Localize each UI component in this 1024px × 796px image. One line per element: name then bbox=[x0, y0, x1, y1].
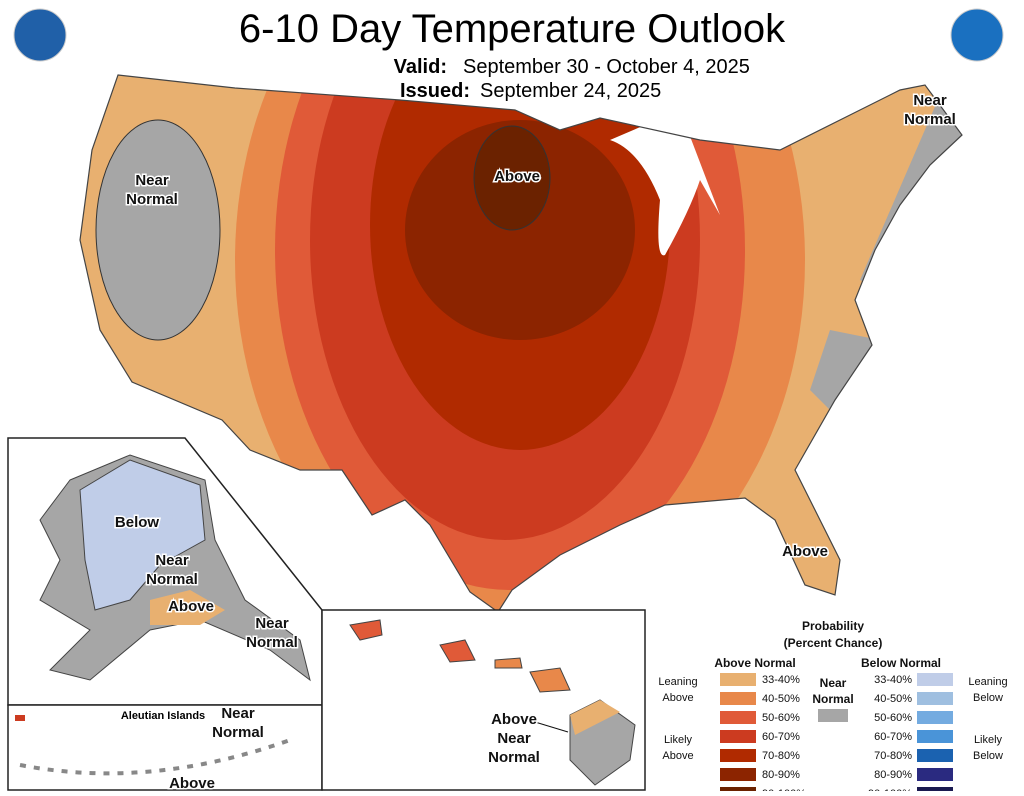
legend-swatch bbox=[917, 673, 953, 686]
region-label: Below bbox=[115, 514, 160, 531]
region-label: Near Normal bbox=[246, 615, 298, 651]
legend-heading-line: Near bbox=[820, 676, 847, 690]
legend-group-line: Below bbox=[973, 750, 1003, 762]
area-80-90 bbox=[405, 120, 635, 340]
legend-swatch bbox=[720, 749, 756, 762]
region-label-line: Near bbox=[497, 730, 531, 747]
noaa-logo bbox=[950, 8, 1004, 62]
region-label-line: Above bbox=[782, 543, 828, 560]
legend-heading: Near Normal bbox=[812, 676, 853, 706]
legend-label: 50-60% bbox=[762, 712, 800, 724]
great-lakes bbox=[610, 110, 720, 256]
region-label: Above bbox=[169, 775, 215, 791]
legend-swatch bbox=[818, 709, 848, 722]
region-label-line: Normal bbox=[904, 111, 956, 128]
legend-title-line: (Percent Chance) bbox=[784, 636, 883, 650]
legend-label: 70-80% bbox=[874, 750, 912, 762]
legend-group-line: Likely bbox=[974, 734, 1003, 746]
region-label-line: Near bbox=[913, 92, 947, 109]
legend-label: 80-90% bbox=[762, 769, 800, 781]
region-label-line: Near bbox=[135, 172, 169, 189]
region-label: Near Normal bbox=[904, 92, 956, 128]
region-label: Above bbox=[494, 168, 540, 185]
region-label-line: Above bbox=[169, 775, 215, 791]
region-label-line: Above bbox=[491, 711, 537, 728]
region-label-line: Normal bbox=[212, 724, 264, 741]
legend-label: 80-90% bbox=[874, 769, 912, 781]
hawaii-inset bbox=[321, 609, 646, 791]
region-label-line: Near bbox=[221, 705, 255, 722]
legend-label: 33-40% bbox=[874, 674, 912, 686]
legend-swatch bbox=[720, 711, 756, 724]
title: 6-10 Day Temperature Outlook bbox=[239, 7, 786, 51]
legend-heading-line: Normal bbox=[812, 692, 853, 706]
legend-label: 70-80% bbox=[762, 750, 800, 762]
legend-swatch bbox=[917, 692, 953, 705]
region-label: Above bbox=[491, 711, 537, 728]
near-normal-carolina bbox=[810, 330, 880, 420]
legend-group: Leaning Below bbox=[968, 676, 1007, 704]
legend-heading: Above Normal bbox=[714, 656, 795, 670]
legend-label: 33-40% bbox=[762, 674, 800, 686]
region-label-line: Normal bbox=[488, 749, 540, 766]
us-outline bbox=[79, 74, 963, 613]
legend-label: 40-50% bbox=[762, 693, 800, 705]
legend-group-line: Likely bbox=[664, 734, 693, 746]
legend-title-line: Probability bbox=[802, 619, 864, 633]
legend-swatch bbox=[720, 730, 756, 743]
region-label-line: Normal bbox=[126, 191, 178, 208]
legend-group-line: Below bbox=[973, 692, 1003, 704]
region-label: Above bbox=[782, 543, 828, 560]
legend-swatch bbox=[720, 787, 756, 796]
legend-group: Likely Below bbox=[973, 734, 1003, 762]
region-label: Near Normal bbox=[212, 705, 264, 741]
region-label-line: Normal bbox=[246, 634, 298, 651]
valid-label: Valid: bbox=[394, 56, 447, 78]
legend-swatch bbox=[917, 730, 953, 743]
legend-group-line: Leaning bbox=[658, 676, 697, 688]
legend-heading: Below Normal bbox=[861, 656, 941, 670]
valid-dates: September 30 - October 4, 2025 bbox=[463, 56, 750, 78]
region-label-line: Near bbox=[155, 552, 189, 569]
legend-swatch bbox=[720, 692, 756, 705]
legend-group-line: Above bbox=[662, 750, 693, 762]
region-label: Near Normal bbox=[126, 172, 178, 208]
region-label-line: Near bbox=[255, 615, 289, 632]
region-label: Above bbox=[168, 598, 214, 615]
legend-group: Likely Above bbox=[662, 734, 693, 762]
doc-logo bbox=[13, 8, 67, 62]
legend-swatch bbox=[917, 768, 953, 781]
legend-group-line: Leaning bbox=[968, 676, 1007, 688]
area-90-100 bbox=[473, 125, 551, 231]
aleutian-inset bbox=[7, 704, 323, 791]
legend-label: 40-50% bbox=[874, 693, 912, 705]
region-label: Near Normal bbox=[488, 730, 540, 766]
legend-swatch bbox=[917, 787, 953, 796]
issued-label: Issued: bbox=[400, 80, 470, 102]
legend-swatch bbox=[720, 673, 756, 686]
legend-group-line: Above bbox=[662, 692, 693, 704]
region-label-line: Below bbox=[115, 514, 160, 531]
region-label-line: Normal bbox=[146, 571, 198, 588]
legend-swatch bbox=[917, 749, 953, 762]
legend-label: 60-70% bbox=[874, 731, 912, 743]
legend-title: Probability (Percent Chance) bbox=[784, 619, 883, 650]
region-label-line: Above bbox=[168, 598, 214, 615]
region-label: Near Normal bbox=[146, 552, 198, 588]
legend-group: Leaning Above bbox=[658, 676, 697, 704]
legend-label: 60-70% bbox=[762, 731, 800, 743]
legend-label: 50-60% bbox=[874, 712, 912, 724]
inset-label: Aleutian Islands bbox=[121, 710, 205, 722]
legend-swatch bbox=[917, 711, 953, 724]
issued-date: September 24, 2025 bbox=[480, 80, 661, 102]
region-label-line: Above bbox=[494, 168, 540, 185]
near-normal-west bbox=[95, 119, 221, 341]
legend-swatch bbox=[720, 768, 756, 781]
